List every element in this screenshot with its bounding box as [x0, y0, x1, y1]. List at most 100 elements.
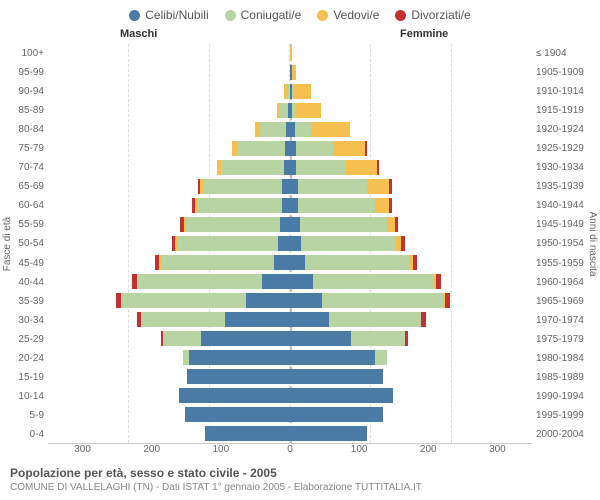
legend-item: Divorziati/e: [395, 8, 470, 22]
bar-segment: [280, 217, 290, 232]
bar-segment: [389, 179, 391, 194]
bar-segment: [329, 312, 422, 327]
pyramid-row: [48, 253, 532, 272]
pyramid-row: [48, 310, 532, 329]
male-bar: [48, 293, 290, 308]
pyramid-row: [48, 367, 532, 386]
pyramid-row: [48, 215, 532, 234]
age-tick: 95-99: [0, 63, 48, 82]
bar-segment: [436, 274, 441, 289]
chart-subtitle: COMUNE DI VALLELAGHI (TN) - Dati ISTAT 1…: [10, 482, 590, 493]
birth-tick: 1920-1924: [532, 120, 600, 139]
legend-label: Celibi/Nubili: [145, 8, 208, 22]
bar-segment: [365, 141, 367, 156]
plot-area: [48, 44, 532, 444]
x-tick: 200: [394, 444, 463, 460]
bar-segment: [387, 217, 395, 232]
bar-segment: [290, 46, 292, 61]
bar-segment: [375, 350, 387, 365]
bar-segment: [280, 103, 288, 118]
female-bar: [290, 141, 532, 156]
male-bar: [48, 65, 290, 80]
bar-segment: [290, 312, 329, 327]
female-bar: [290, 407, 532, 422]
female-bar: [290, 84, 532, 99]
bar-segment: [187, 369, 290, 384]
birth-tick: ≤ 1904: [532, 44, 600, 63]
bar-segment: [278, 236, 290, 251]
y-axis-left-label: Fasce di età: [2, 217, 13, 271]
bar-segment: [295, 122, 311, 137]
bar-segment: [185, 217, 280, 232]
male-bar: [48, 122, 290, 137]
bar-segment: [333, 141, 365, 156]
age-tick: 80-84: [0, 120, 48, 139]
pyramid-row: [48, 196, 532, 215]
male-bar: [48, 407, 290, 422]
x-tick: 100: [186, 444, 255, 460]
pyramid-row: [48, 424, 532, 443]
bar-segment: [137, 274, 262, 289]
pyramid-row: [48, 177, 532, 196]
bar-segment: [185, 407, 290, 422]
pyramid-row: [48, 272, 532, 291]
bar-segment: [305, 255, 410, 270]
age-tick: 30-34: [0, 311, 48, 330]
legend-label: Divorziati/e: [411, 8, 470, 22]
age-tick: 85-89: [0, 101, 48, 120]
x-axis: 3002001000100200300: [48, 444, 532, 460]
bar-segment: [375, 198, 390, 213]
bar-segment: [290, 217, 300, 232]
pyramid-row: [48, 101, 532, 120]
birth-tick: 1970-1974: [532, 311, 600, 330]
male-bar: [48, 369, 290, 384]
age-tick: 40-44: [0, 273, 48, 292]
male-bar: [48, 255, 290, 270]
pyramid-row: [48, 291, 532, 310]
bar-segment: [290, 198, 298, 213]
bar-segment: [421, 312, 425, 327]
bar-segment: [290, 350, 375, 365]
birth-tick: 2000-2004: [532, 425, 600, 444]
birth-tick: 1990-1994: [532, 387, 600, 406]
pyramid-row: [48, 44, 532, 63]
x-tick: 300: [48, 444, 117, 460]
male-bar: [48, 198, 290, 213]
bar-segment: [246, 293, 290, 308]
male-bar: [48, 217, 290, 232]
bar-segment: [445, 293, 450, 308]
bar-segment: [177, 236, 278, 251]
female-bar: [290, 179, 532, 194]
male-bar: [48, 350, 290, 365]
bar-segment: [311, 122, 350, 137]
legend-label: Coniugati/e: [241, 8, 302, 22]
bar-segment: [201, 331, 290, 346]
female-bar: [290, 274, 532, 289]
female-bar: [290, 255, 532, 270]
bar-segment: [413, 255, 417, 270]
bar-segment: [237, 141, 285, 156]
female-bar: [290, 160, 532, 175]
bar-segment: [290, 274, 313, 289]
female-bar: [290, 122, 532, 137]
age-tick: 0-4: [0, 425, 48, 444]
bar-segment: [290, 255, 305, 270]
bar-segment: [290, 293, 322, 308]
bar-segment: [290, 369, 383, 384]
male-bar: [48, 46, 290, 61]
pyramid-row: [48, 234, 532, 253]
bar-segment: [262, 274, 290, 289]
bar-segment: [298, 179, 367, 194]
bar-segment: [179, 388, 290, 403]
bar-segment: [296, 141, 332, 156]
pyramid-row: [48, 63, 532, 82]
age-tick: 15-19: [0, 368, 48, 387]
bar-segment: [290, 407, 383, 422]
female-bar: [290, 350, 532, 365]
female-bar: [290, 426, 532, 441]
age-tick: 65-69: [0, 177, 48, 196]
chart-area: Fasce di età 100+95-9990-9485-8980-8475-…: [0, 44, 600, 444]
age-tick: 25-29: [0, 330, 48, 349]
legend-swatch: [395, 10, 406, 21]
age-tick: 60-64: [0, 196, 48, 215]
